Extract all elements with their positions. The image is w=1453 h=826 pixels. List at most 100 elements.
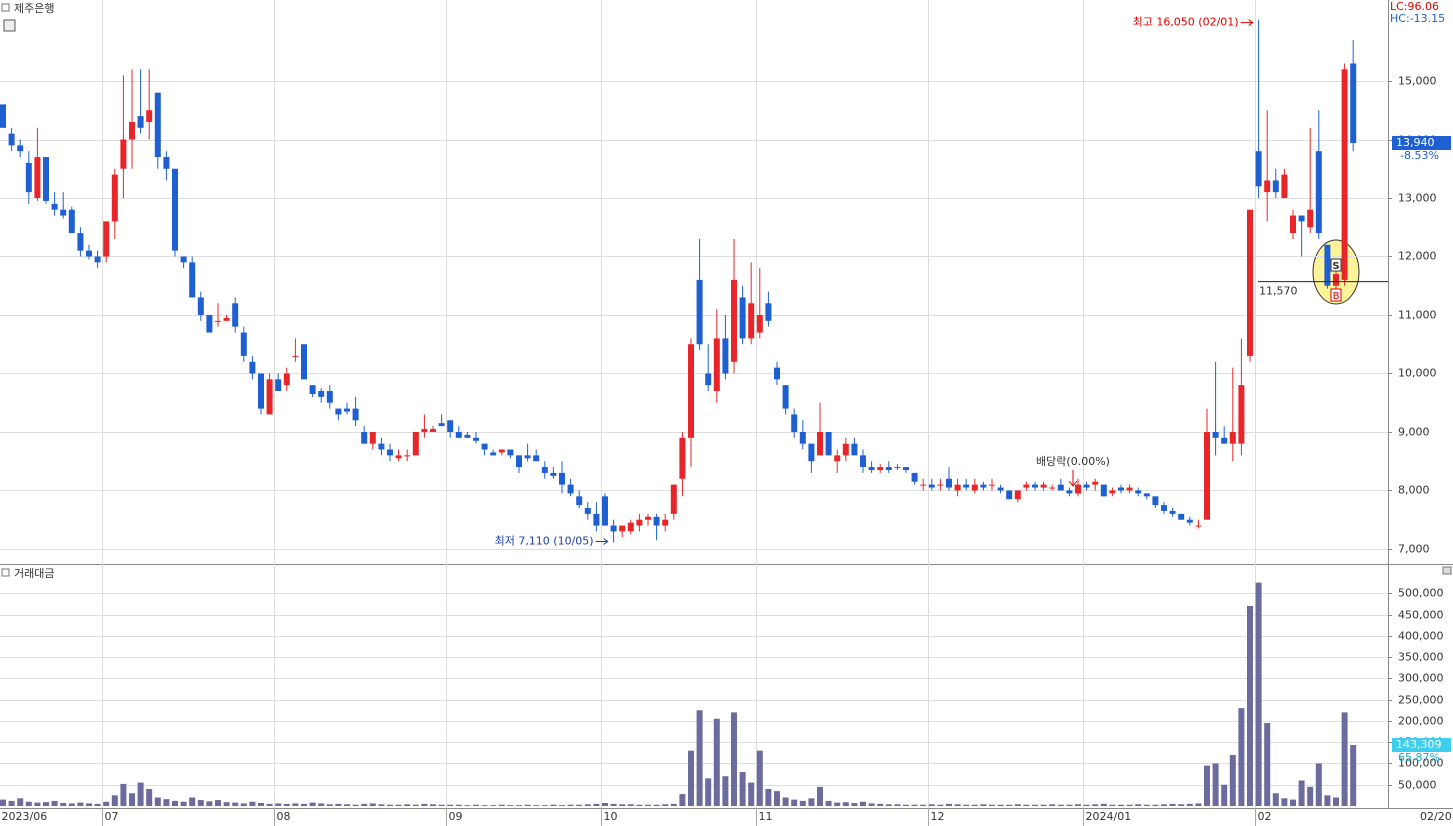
signal: B — [1333, 291, 1340, 302]
volume-bar — [1075, 804, 1081, 806]
candle-body — [1066, 490, 1073, 494]
volume-bar — [498, 804, 505, 806]
volume-bar — [713, 718, 720, 806]
candle-body — [1032, 484, 1038, 488]
volume-bar — [868, 803, 875, 806]
candle-body — [1014, 490, 1021, 500]
candle-body — [636, 519, 643, 526]
volume-bar — [1281, 798, 1288, 806]
candle-body — [163, 157, 170, 169]
candle-body — [1126, 487, 1133, 491]
volume-bar — [774, 791, 780, 806]
last-price: 13,940 — [1396, 136, 1435, 149]
volume-bar — [688, 750, 694, 806]
candle-body — [516, 455, 522, 468]
candle-body — [318, 391, 325, 397]
y-tick-label: 15,000 — [1398, 75, 1437, 88]
candle-body — [258, 373, 264, 409]
y-tick-label: 350,000 — [1398, 651, 1444, 664]
candle-body — [464, 434, 471, 438]
candle-body — [1049, 487, 1056, 489]
candle-body — [877, 467, 884, 470]
candle-body — [860, 455, 866, 468]
volume-bar — [1195, 803, 1202, 806]
volume-bar — [1092, 804, 1099, 806]
volume-bar — [1221, 784, 1228, 806]
candle-body — [1307, 209, 1314, 228]
candle-body — [1083, 484, 1090, 488]
volume-bar — [1049, 804, 1056, 806]
menu-icon[interactable] — [1, 3, 10, 12]
last-value-box — [1392, 738, 1451, 753]
volume-bar — [1057, 804, 1064, 806]
candle-body — [885, 467, 892, 470]
candle-body — [1212, 431, 1219, 438]
candle-body — [275, 379, 282, 392]
volume-bar — [1333, 797, 1339, 806]
volume-bar — [799, 800, 806, 806]
candle-body — [103, 221, 110, 257]
candle-body — [842, 443, 849, 456]
candle-body — [1333, 274, 1339, 286]
menu-icon[interactable] — [1, 568, 10, 577]
candle-body — [954, 484, 961, 491]
candle-body — [593, 513, 600, 526]
candle-body — [920, 484, 927, 486]
volume-bar — [731, 712, 737, 806]
volume-bar — [258, 803, 264, 806]
volume-bar — [903, 804, 909, 806]
grid-icon[interactable] — [3, 19, 16, 32]
candle-body — [129, 121, 135, 140]
candle-body — [868, 467, 875, 470]
volume-bar — [1324, 795, 1331, 806]
candle-body — [51, 203, 58, 210]
volume-bar — [516, 805, 522, 806]
volume-bar — [842, 802, 849, 806]
candle-body — [189, 262, 196, 298]
candle-body — [404, 455, 411, 457]
volume-bar — [576, 804, 583, 806]
y-tick-label: 12,000 — [1398, 250, 1437, 263]
volume-bar — [111, 795, 118, 806]
candle-body — [1075, 484, 1081, 494]
last-value: 143,309 — [1396, 738, 1442, 751]
candle-body — [928, 484, 935, 488]
x-tick-label: 09 — [449, 810, 463, 823]
candle-body — [1298, 215, 1305, 222]
candle-body — [421, 429, 428, 432]
x-tick-label: 10 — [604, 810, 618, 823]
candle-body — [430, 429, 436, 432]
volume-bar — [705, 778, 712, 806]
volume-bar — [464, 805, 471, 806]
indicator: HC:-13.15 — [1390, 12, 1445, 25]
y-tick-label: 9,000 — [1398, 426, 1430, 439]
volume-bar — [1118, 804, 1124, 806]
volume-bar — [137, 782, 144, 806]
volume-bar — [808, 798, 815, 806]
volume-bar — [1161, 804, 1167, 806]
candle-body — [447, 420, 454, 432]
volume-bar — [223, 802, 230, 806]
volume-bar — [645, 804, 651, 806]
candle-body — [765, 303, 772, 321]
volume-bar — [971, 804, 978, 806]
volume-bar — [369, 803, 376, 806]
candle-body — [1255, 151, 1262, 187]
volume-bar — [77, 802, 84, 806]
volume-bar — [438, 804, 445, 806]
candle-body — [756, 314, 763, 333]
volume-bar — [1169, 803, 1176, 806]
volume-bar — [825, 800, 832, 806]
close-icon[interactable] — [1442, 566, 1452, 575]
x-tick-label: 12 — [931, 810, 945, 823]
signal-box — [1330, 258, 1342, 272]
volume-bar — [1083, 804, 1090, 806]
candle-body — [679, 437, 686, 479]
candle-body — [68, 209, 75, 234]
candle-body — [524, 455, 531, 459]
volume-bar — [670, 803, 677, 806]
candle-body — [1057, 484, 1064, 491]
y-tick-label: 250,000 — [1398, 694, 1444, 707]
candle-body — [111, 174, 118, 222]
volume-bar — [791, 799, 798, 806]
